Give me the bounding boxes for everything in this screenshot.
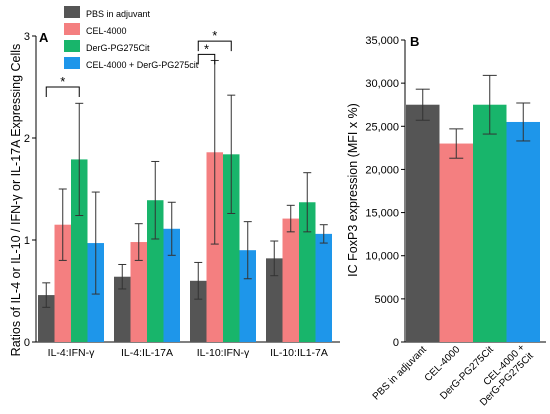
panel-a-legend-label: DerG-PG275Cit [86, 43, 150, 53]
panel-a-bar [163, 228, 180, 342]
panel-b-bar [473, 104, 507, 342]
panel-b-y-tick-label: 5000 [375, 294, 399, 306]
panel-a-bar [266, 258, 283, 342]
panel-a-y-tick-label: 0 [24, 337, 30, 349]
panel-a-legend-swatch [64, 40, 80, 52]
panel-a-x-tick-label: IL-4:IFN-γ [48, 347, 95, 359]
panel-b-x-tick-label-line: PBS in adjuvant [371, 344, 429, 402]
panel-a-significance-star: * [60, 74, 65, 89]
panel-b-bar [439, 143, 473, 342]
panel-a-y-tick-label: 2 [24, 133, 30, 145]
panel-a-legend-swatch [64, 6, 80, 18]
panel-b-bar [506, 121, 540, 342]
panel-a-bar [38, 295, 55, 342]
panel-a-legend-swatch [64, 57, 80, 69]
panel-a-legend-label: CEL-4000 + DerG-PG275cit [86, 60, 199, 70]
panel-a-legend-swatch [64, 23, 80, 35]
panel-a-x-tick-label: IL-10:IFN-γ [197, 347, 250, 359]
panel-b-y-tick-label: 15,000 [365, 208, 399, 220]
panel-a-bar [239, 250, 256, 342]
panel-a-bar [147, 200, 164, 342]
panel-b-label: B [410, 34, 419, 49]
panel-b-y-tick-label: 20,000 [365, 164, 399, 176]
panel-a-significance-bracket [197, 40, 232, 52]
panel-a-significance-bracket [45, 86, 80, 97]
panel-a-legend-label: PBS in adjuvant [86, 9, 151, 19]
panel-a-significance-bracket [197, 53, 216, 65]
panel-b-y-axis-title: IC FoxP3 expression (MFI x %) [346, 103, 360, 277]
panel-a-bar [114, 276, 131, 342]
panel-a-y-tick-label: 1 [24, 235, 30, 247]
panel-a-bar [315, 233, 332, 342]
panel-a-bar [223, 154, 240, 342]
panel-b-y-tick-label: 0 [393, 337, 399, 349]
panel-b-bar [406, 104, 440, 342]
panel-a-bar [130, 242, 147, 342]
panel-a-significance-star: * [212, 28, 217, 43]
panel-a-significance-star: * [204, 41, 209, 56]
panel-b-y-tick-label: 35,000 [365, 35, 399, 47]
panel-a-x-tick-label: IL-4:IL-17A [121, 347, 173, 359]
panel-b-y-tick-label: 30,000 [365, 78, 399, 90]
panel-a: A Ratios of IL-4 or IL-10 / IFN-γ or IL-… [9, 6, 340, 359]
panel-a-label: A [39, 30, 49, 45]
panel-a-bar [282, 218, 299, 342]
panel-b-y-tick-label: 25,000 [365, 121, 399, 133]
panel-b-x-tick-label: PBS in adjuvant [371, 344, 429, 402]
panel-a-bar [54, 224, 71, 342]
panel-a-y-tick-label: 3 [24, 31, 30, 43]
panel-b-bars [406, 74, 540, 342]
panel-a-bars [38, 59, 332, 342]
panel-a-legend: PBS in adjuvant CEL-4000 DerG-PG275Cit CEL-… [64, 6, 199, 70]
panel-a-bar [190, 280, 207, 342]
panel-a-bar [206, 152, 223, 342]
panel-a-legend-label: CEL-4000 [86, 26, 127, 36]
panel-a-x-tick-label: IL-10:IL1-7A [270, 347, 328, 359]
panel-b: B IC FoxP3 expression (MFI x %) 0 5000 10,… [346, 34, 546, 408]
panel-a-significance: *** [45, 28, 232, 97]
panel-b-y-tick-label: 10,000 [365, 251, 399, 263]
panel-a-y-axis-title: Ratios of IL-4 or IL-10 / IFN-γ or IL-17… [9, 44, 23, 357]
panel-a-axes: 0 1 2 3 IL-4:IFN-γ IL-4:IL-17A IL-10:IFN-γ IL-1… [24, 31, 340, 359]
panel-a-bar [71, 159, 88, 342]
panel-a-bar [299, 202, 316, 342]
